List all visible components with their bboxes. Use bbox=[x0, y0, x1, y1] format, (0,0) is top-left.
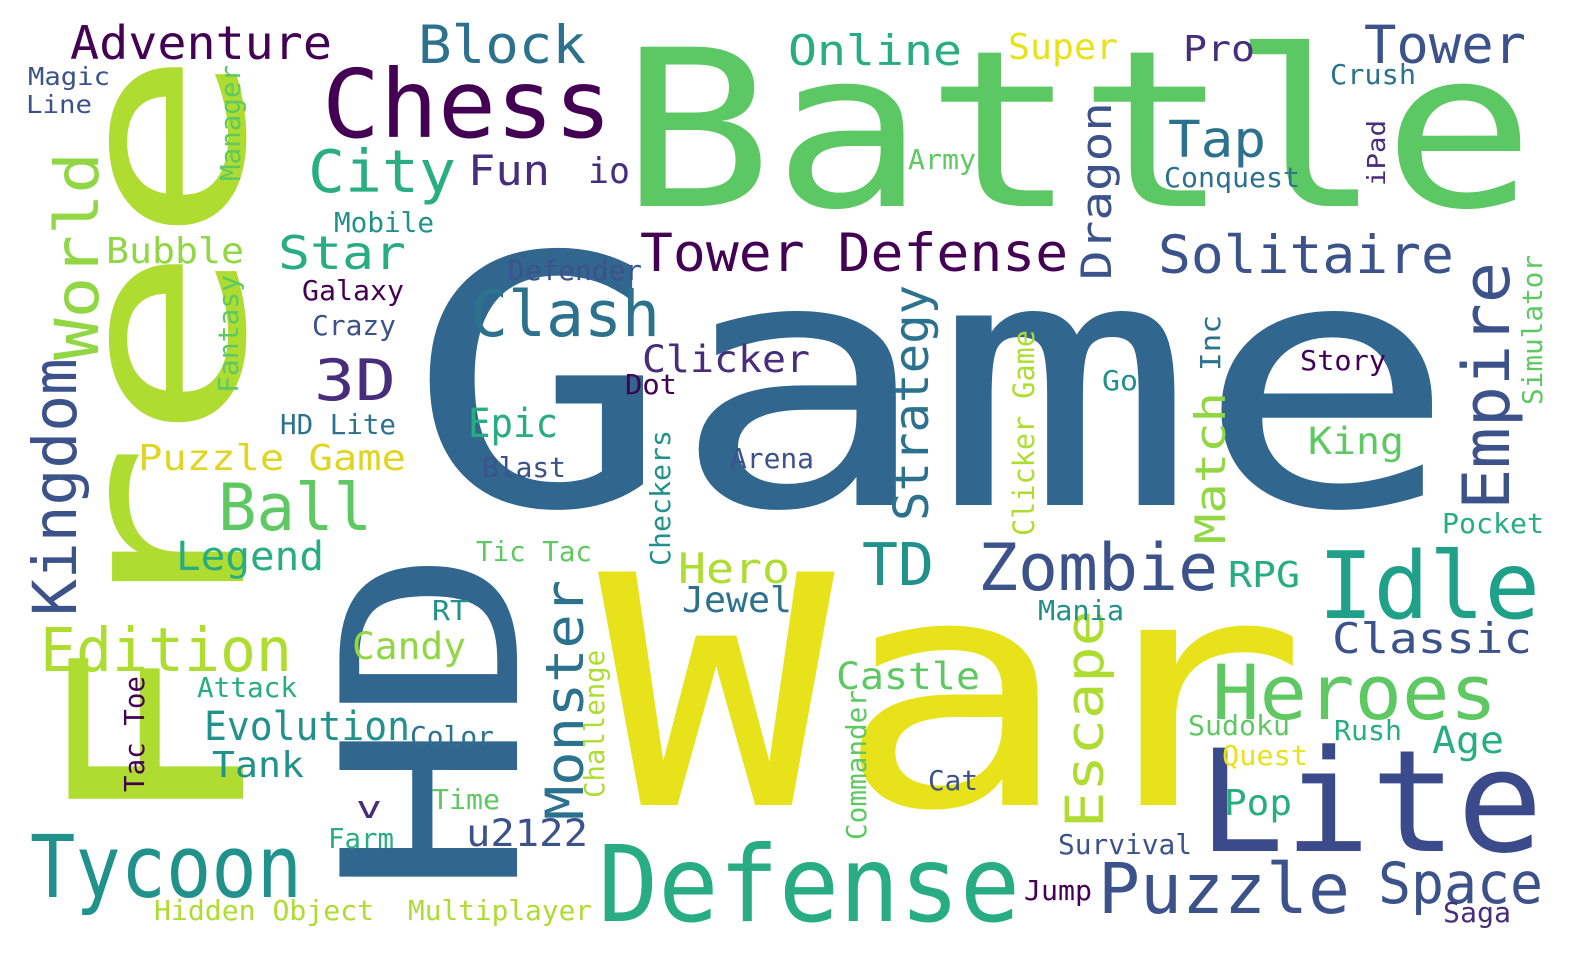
word-time: Time bbox=[432, 785, 500, 816]
word-block: Block bbox=[418, 15, 587, 76]
word-hidden-object: Hidden Object bbox=[154, 896, 375, 927]
word-mobile: Mobile bbox=[334, 208, 434, 239]
word-inc: Inc bbox=[1196, 314, 1227, 371]
word-pop: Pop bbox=[1224, 783, 1293, 824]
word-solitaire: Solitaire bbox=[1158, 225, 1454, 286]
word-defense: Defense bbox=[598, 824, 1021, 946]
word-clicker-game: Clicker Game bbox=[1007, 330, 1041, 536]
word-game: Game bbox=[408, 183, 1458, 587]
word-bubble: Bubble bbox=[106, 231, 244, 272]
word-super: Super bbox=[1008, 27, 1119, 68]
word-hd-lite: HD Lite bbox=[280, 410, 396, 441]
word-clicker: Clicker bbox=[642, 337, 811, 381]
word-idle: Idle bbox=[1318, 532, 1541, 640]
word-battle: Battle bbox=[620, 3, 1536, 258]
word-cat: Cat bbox=[928, 766, 979, 797]
word-tap: Tap bbox=[1168, 110, 1267, 169]
word-city: City bbox=[308, 137, 456, 206]
word-farm: Farm bbox=[328, 824, 395, 855]
word-galaxy: Galaxy bbox=[302, 276, 404, 307]
word-rpg: RPG bbox=[1228, 555, 1301, 596]
word-saga: Saga bbox=[1443, 898, 1511, 929]
word-manager: Manager bbox=[216, 65, 247, 181]
word-zombie: Zombie bbox=[978, 531, 1219, 606]
word-magic: Magic bbox=[28, 62, 110, 91]
word-tac-toe: Tac Toe bbox=[120, 676, 151, 792]
word-dragon: Dragon bbox=[1072, 102, 1121, 281]
word-war: War bbox=[598, 508, 1308, 881]
word-survival: Survival bbox=[1058, 830, 1192, 861]
word-challenge: Challenge bbox=[580, 649, 611, 798]
word-go: Go bbox=[1102, 366, 1138, 397]
word-sudoku: Sudoku bbox=[1188, 711, 1290, 742]
word-line: Line bbox=[26, 90, 93, 119]
word-king: King bbox=[1308, 419, 1405, 463]
word-jump: Jump bbox=[1024, 876, 1092, 907]
word-arena: Arena bbox=[730, 444, 814, 475]
word-tower: Tower bbox=[1364, 15, 1526, 76]
word-evolution: Evolution bbox=[204, 704, 410, 750]
word-clash: Clash bbox=[470, 278, 661, 351]
word-age: Age bbox=[1432, 718, 1504, 762]
word-io: io bbox=[588, 151, 630, 192]
word-puzzle-game: Puzzle Game bbox=[138, 438, 407, 479]
word-match: Match bbox=[1186, 392, 1235, 544]
word-v: v bbox=[356, 790, 383, 826]
word-tower-defense: Tower Defense bbox=[640, 223, 1069, 284]
word-kingdom: Kingdom bbox=[20, 358, 91, 616]
word-blast: Blast bbox=[482, 453, 566, 484]
word-attack: Attack bbox=[197, 673, 297, 704]
word-crazy: Crazy bbox=[312, 311, 396, 342]
word-story: Story bbox=[1300, 346, 1387, 377]
word-classic: Classic bbox=[1332, 614, 1533, 663]
word-tank: Tank bbox=[212, 745, 304, 786]
word-heroes: Heroes bbox=[1212, 649, 1498, 737]
word-chess: Chess bbox=[322, 50, 612, 160]
word-simulator: Simulator bbox=[1518, 255, 1549, 405]
word-u2122: u2122 bbox=[466, 811, 588, 855]
word-world: World bbox=[42, 151, 113, 360]
word-star: Star bbox=[278, 226, 407, 280]
word-conquest: Conquest bbox=[1164, 163, 1300, 194]
word-checkers: Checkers bbox=[646, 430, 677, 566]
word-tic-tac: Tic Tac bbox=[476, 537, 592, 568]
word-pro: Pro bbox=[1183, 29, 1256, 70]
word-quest: Quest bbox=[1222, 741, 1309, 772]
word-dot: Dot bbox=[625, 370, 677, 401]
word-adventure: Adventure bbox=[70, 16, 333, 70]
word-legend: Legend bbox=[176, 534, 325, 580]
word-rt: RT bbox=[432, 596, 468, 627]
word-color: Color bbox=[410, 722, 494, 753]
word-mania: Mania bbox=[1038, 596, 1125, 627]
word-candy: Candy bbox=[352, 624, 467, 668]
word-jewel: Jewel bbox=[682, 580, 793, 621]
word-hero: Hero bbox=[678, 544, 790, 593]
word-castle: Castle bbox=[836, 654, 981, 698]
word-lite: Lite bbox=[1198, 720, 1544, 885]
word-army: Army bbox=[908, 145, 976, 176]
word-fantasy: Fantasy bbox=[214, 274, 245, 393]
word-td: TD bbox=[862, 530, 935, 599]
word-multiplayer: Multiplayer bbox=[408, 896, 593, 927]
word-space: Space bbox=[1378, 851, 1544, 917]
word-rush: Rush bbox=[1334, 716, 1402, 747]
word-epic: Epic bbox=[468, 401, 559, 447]
word-puzzle: Puzzle bbox=[1098, 850, 1351, 930]
word-strategy: Strategy bbox=[884, 284, 940, 521]
word-online: Online bbox=[788, 26, 963, 75]
word-ipad: iPad bbox=[1362, 119, 1391, 186]
word-ball: Ball bbox=[218, 471, 372, 546]
word-defender: Defender bbox=[508, 256, 642, 287]
word-pocket: Pocket bbox=[1442, 509, 1544, 540]
word-escape: Escape bbox=[1055, 610, 1116, 828]
word-edition: Edition bbox=[40, 615, 293, 686]
word-fun: Fun bbox=[468, 146, 551, 195]
word-empire: Empire bbox=[1450, 261, 1525, 510]
word-tycoon: Tycoon bbox=[30, 818, 303, 918]
word-commander: Commander bbox=[842, 690, 873, 840]
word-3d: 3D bbox=[314, 348, 396, 414]
word-crush: Crush bbox=[1330, 60, 1417, 91]
